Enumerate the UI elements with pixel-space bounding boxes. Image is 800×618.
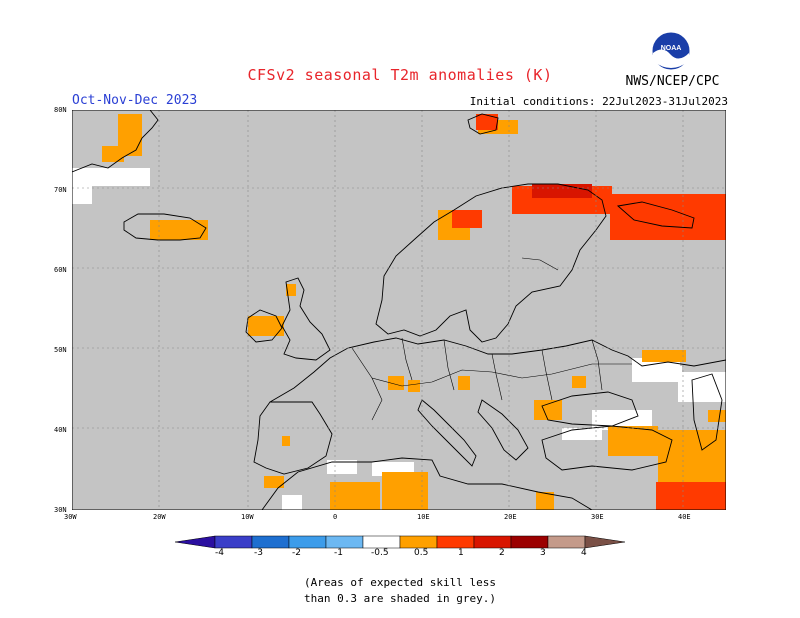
- colorbar-segment: [473, 535, 512, 549]
- colorbar-segment: [399, 535, 438, 549]
- colorbar-label: 1: [458, 548, 464, 558]
- colorbar-label: -2: [292, 548, 301, 558]
- colorbar-segment: [362, 535, 401, 549]
- colorbar-segment: [436, 535, 475, 549]
- lat-label: 30N: [54, 506, 67, 514]
- lat-label: 60N: [54, 266, 67, 274]
- noaa-logo-text: NOAA: [661, 45, 682, 52]
- colorbar-segment: [547, 535, 586, 549]
- footnote-line-2: than 0.3 are shaded in grey.): [303, 592, 497, 605]
- colorbar-label: -3: [254, 548, 263, 558]
- lon-label: 30E: [591, 513, 604, 521]
- lon-label: 0: [333, 513, 338, 521]
- lon-label: 10E: [417, 513, 430, 521]
- map-title: CFSv2 seasonal T2m anomalies (K): [247, 66, 553, 84]
- colorbar-segment: [325, 535, 364, 549]
- lon-label: 30W: [64, 513, 77, 521]
- lat-label: 80N: [54, 106, 67, 114]
- lon-label: 10W: [241, 513, 254, 521]
- colorbar-segment: [288, 535, 327, 549]
- colorbar-end-low: [175, 535, 216, 549]
- lon-label: 40E: [678, 513, 691, 521]
- initial-conditions-label: Initial conditions: 22Jul2023-31Jul2023: [469, 95, 728, 108]
- lon-label: 20W: [153, 513, 166, 521]
- colorbar-segment: [510, 535, 549, 549]
- colorbar-label: -1: [334, 548, 343, 558]
- colorbar-segment: [251, 535, 290, 549]
- lat-label: 70N: [54, 186, 67, 194]
- colorbar-label: 0.5: [414, 548, 429, 558]
- colorbar-label: -4: [215, 548, 224, 558]
- footnote-line-1: (Areas of expected skill less: [303, 576, 497, 589]
- noaa-logo: NOAA: [651, 31, 691, 71]
- colorbar-label: -0.5: [371, 548, 389, 558]
- colorbar-segment: [214, 535, 253, 549]
- lat-label: 50N: [54, 346, 67, 354]
- country-borders: [351, 257, 632, 421]
- colorbar-end-high: [584, 535, 625, 549]
- colorbar-label: 2: [499, 548, 505, 558]
- agency-label: NWS/NCEP/CPC: [625, 74, 720, 89]
- lat-label: 40N: [54, 426, 67, 434]
- lon-label: 20E: [504, 513, 517, 521]
- colorbar: [175, 535, 625, 549]
- graticule: [72, 110, 726, 510]
- warm-anomaly-2-3: [532, 184, 592, 198]
- anomaly-map: [72, 110, 726, 510]
- season-label: Oct-Nov-Dec 2023: [72, 93, 198, 108]
- colorbar-label: 3: [540, 548, 546, 558]
- colorbar-label: 4: [581, 548, 587, 558]
- coastlines: [72, 110, 726, 510]
